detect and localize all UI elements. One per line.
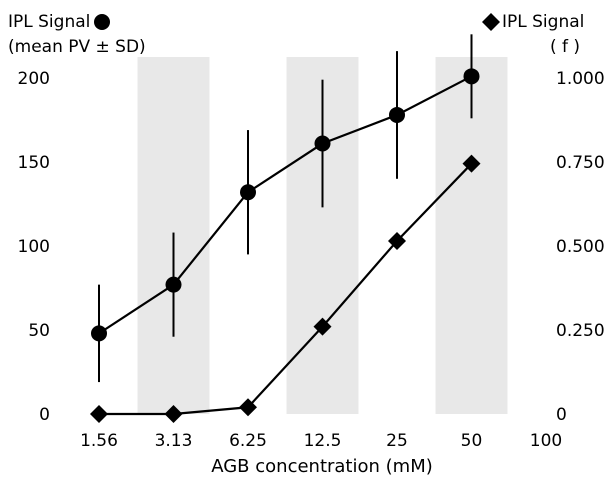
right-axis-ticks: 0 0.250 0.500 0.750 1.000 — [556, 69, 605, 425]
x-tick-label: 25 — [386, 431, 408, 451]
series-line — [98, 75, 473, 335]
right-tick-label: 0 — [556, 405, 567, 425]
circle-point — [240, 184, 256, 201]
left-axis-title-line1: IPL Signal — [8, 12, 90, 32]
x-axis-title: AGB concentration (mM) — [211, 456, 433, 477]
left-tick-label: 0 — [39, 405, 50, 425]
series-markers — [90, 68, 481, 423]
x-tick-label: 50 — [461, 431, 483, 451]
x-tick-label: 100 — [530, 431, 562, 451]
diamond-point — [313, 317, 332, 336]
left-axis-legend-circle-icon — [94, 14, 110, 30]
right-tick-label: 0.750 — [556, 153, 605, 173]
x-axis-ticks: 1.56 3.13 6.25 12.5 25 50 100 — [80, 431, 562, 451]
circle-point — [463, 68, 480, 85]
right-axis-title-line1: IPL Signal — [502, 12, 584, 32]
x-tick-label: 12.5 — [304, 431, 342, 451]
circle-point — [91, 325, 107, 342]
x-tick-label: 3.13 — [155, 431, 193, 451]
series-lines — [98, 75, 473, 416]
left-tick-label: 200 — [18, 69, 50, 89]
diamond-point — [239, 398, 257, 417]
diamond-point — [462, 154, 481, 173]
circle-point — [389, 106, 405, 123]
right-axis-legend-diamond-icon — [482, 13, 500, 31]
diamond-point — [90, 405, 108, 423]
left-tick-label: 100 — [18, 237, 50, 257]
left-axis-title-line2: (mean PV ± SD) — [8, 37, 146, 57]
right-tick-label: 0.500 — [556, 237, 605, 257]
left-tick-label: 50 — [28, 321, 50, 341]
circle-point — [165, 276, 182, 293]
series-line — [99, 162, 473, 416]
right-axis-title-line2: ( f ) — [550, 37, 580, 57]
circle-point — [314, 135, 331, 152]
x-tick-label: 6.25 — [229, 431, 267, 451]
x-tick-label: 1.56 — [80, 431, 118, 451]
right-tick-label: 0.250 — [556, 321, 605, 341]
diamond-point — [164, 405, 183, 423]
left-tick-label: 150 — [18, 153, 50, 173]
diamond-point — [388, 231, 406, 250]
left-axis-ticks: 0 50 100 150 200 — [18, 69, 50, 425]
right-tick-label: 1.000 — [556, 69, 605, 89]
